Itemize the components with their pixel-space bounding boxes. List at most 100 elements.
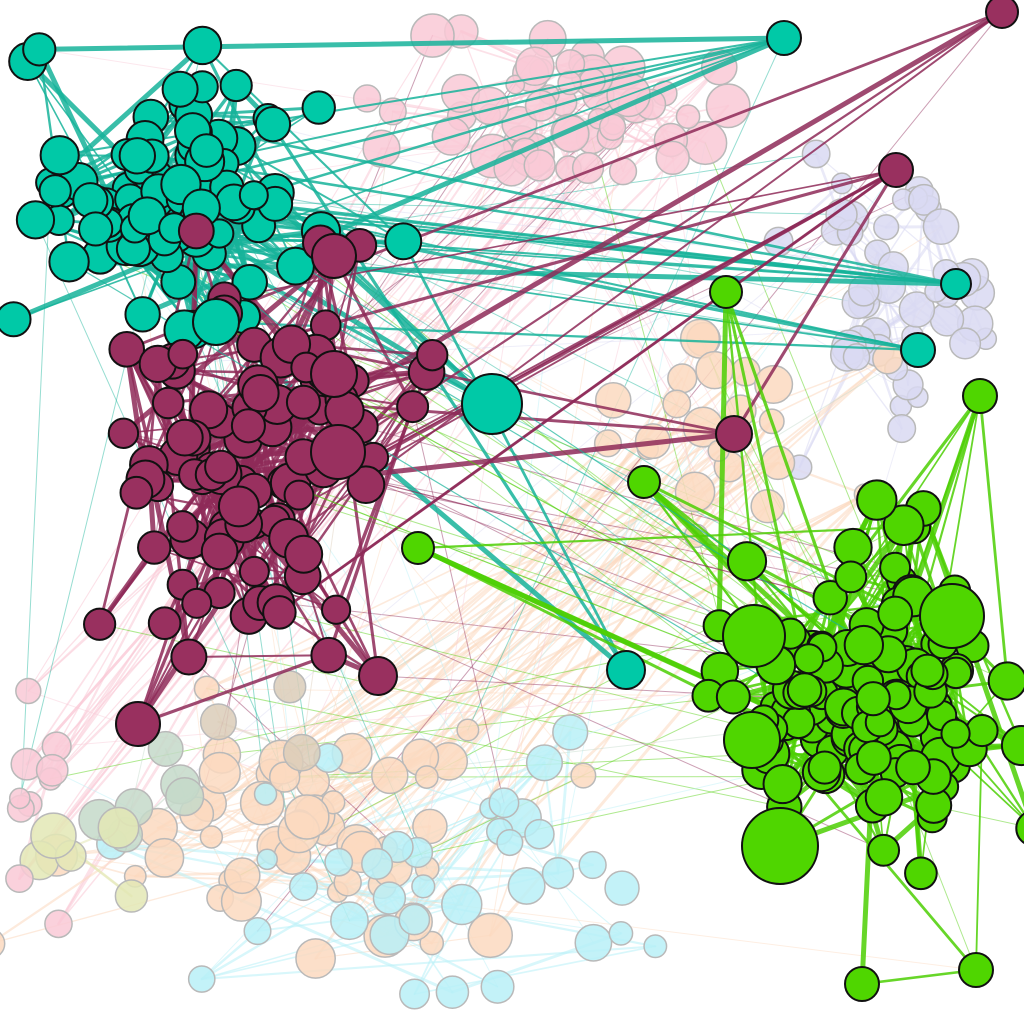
graph-node-teal [940,268,972,300]
graph-node-teal [124,296,161,333]
graph-edge-highlighted [332,254,415,409]
graph-edge-highlighted [978,394,1009,683]
graph-node-peach [199,825,224,849]
graph-edge-faded [798,285,890,469]
graph-node-lavender [887,414,917,444]
graph-node-teal [301,90,336,125]
graph-node-lavender [801,139,831,169]
graph-node-green [726,541,768,582]
graph-node-light-cyan [361,847,394,880]
graph-node-green [856,740,892,776]
graph-node-teal [39,135,80,176]
graph-node-green [722,604,786,668]
graph-node-green [940,718,971,749]
graph-edge-faded [672,157,701,340]
graph-node-teal [78,211,114,247]
graph-node-maroon [262,595,297,630]
graph-edge-faded [412,492,867,924]
graph-edge-highlighted [187,654,330,658]
graph-node-maroon [241,374,280,413]
graph-node-teal [219,68,253,103]
graph-node-maroon [283,479,315,511]
graph-node-peach [662,389,692,419]
graph-edge-highlighted [278,168,898,614]
graph-node-pink [44,909,73,939]
graph-edge-highlighted [416,525,915,550]
graph-node-maroon [416,338,449,372]
graph-edge-highlighted [745,559,869,627]
graph-node-lavender [842,343,871,371]
graph-node-pink [523,149,556,182]
graph-edge-faded [315,353,776,708]
graph-node-sage [147,730,184,767]
graph-node-maroon [310,424,366,480]
graph-node-light-cyan [399,978,431,1010]
graph-node-maroon [108,330,146,368]
graph-node-teal [231,263,268,301]
graph-node-green [786,672,823,708]
graph-node-green [919,583,985,649]
graph-edge-highlighted [920,506,1024,808]
graph-node-peach [414,765,439,790]
graph-node-teal [238,180,269,211]
graph-edge-faded [422,761,546,888]
graph-node-teal [766,20,802,56]
graph-node-pink [655,140,690,176]
graph-edge-faded [467,37,785,731]
graph-node-peach [268,761,301,793]
graph-node-teal [38,174,72,208]
graph-node-maroon [310,350,358,398]
graph-edge-faded [430,419,774,945]
graph-node-lavender [908,183,940,216]
graph-edge-highlighted [811,525,915,652]
graph-node-sage [165,776,205,817]
graph-node-peach [144,837,185,878]
graph-node-tan [282,733,321,772]
graph-node-green [812,579,848,616]
graph-node-maroon [115,701,161,747]
graph-edge-highlighted [282,481,380,678]
graph-node-green [741,807,819,885]
graph-node-tan [273,670,307,704]
graph-node-maroon [83,607,117,641]
graph-node-teal [161,70,199,108]
graph-node-light-cyan [525,744,564,782]
graph-edge-faded [275,492,867,850]
graph-node-olive [114,879,149,913]
graph-node-light-cyan [578,850,607,880]
graph-node-light-cyan [574,923,613,962]
graph-node-maroon [285,384,321,420]
graph-node-light-cyan [608,920,634,946]
graph-node-peach [754,364,794,404]
graph-edge-faded [0,875,243,942]
graph-node-green [877,595,914,632]
graph-edge-faded [206,688,785,808]
graph-node-teal [22,32,57,67]
graph-node-maroon [181,587,213,619]
graph-node-teal [254,106,292,143]
graph-node-teal [192,298,240,346]
graph-node-maroon [170,638,208,676]
graph-node-teal [384,222,423,261]
graph-node-green [882,504,925,547]
graph-node-maroon [396,390,430,424]
graph-node-light-cyan [369,914,410,956]
graph-node-pink [5,864,34,893]
graph-node-maroon [358,656,398,696]
graph-node-green [910,653,945,688]
graph-node-green [1000,724,1024,767]
graph-node-light-cyan [488,787,520,819]
graph-node-maroon [147,606,182,641]
graph-node-maroon [715,415,753,453]
graph-node-peach [371,756,409,795]
graph-node-peach [223,857,261,895]
graph-node-green [1015,812,1024,845]
graph-node-maroon [119,475,154,510]
graph-edge-highlighted [287,11,1003,540]
graph-node-teal [0,301,32,338]
graph-node-teal [182,25,223,66]
graph-edge-faded [508,841,595,867]
graph-node-green [627,465,661,499]
graph-node-pink [705,83,751,129]
graph-edge-faded [312,84,516,783]
